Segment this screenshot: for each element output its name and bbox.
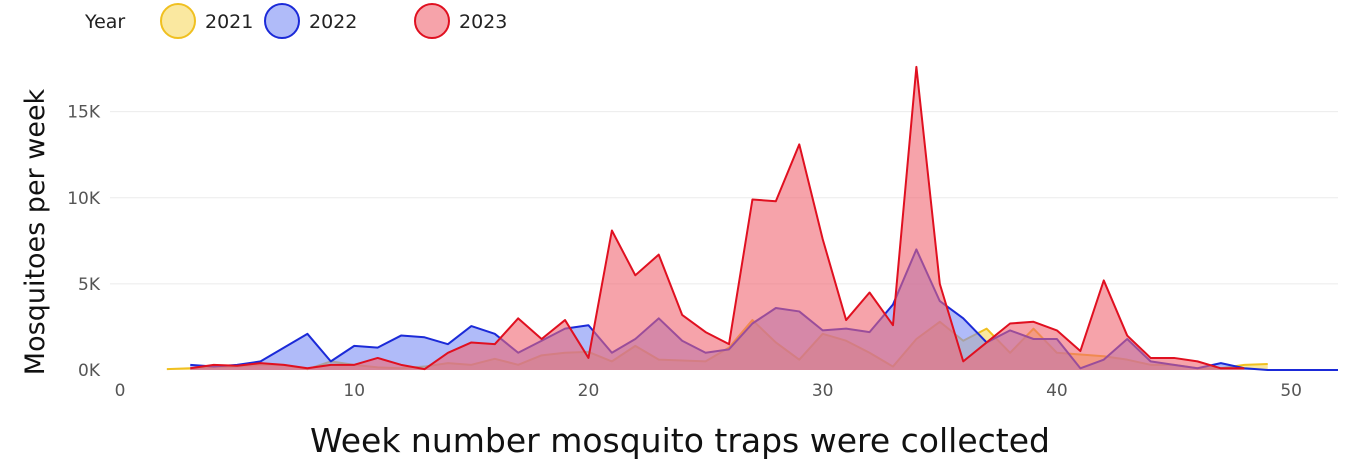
y-axis-ticks: 0K 5K 10K 15K — [67, 103, 101, 381]
legend-item-2023[interactable]: 2023 — [414, 3, 507, 39]
legend-swatch-2022 — [264, 3, 300, 39]
legend: Year 2021 2022 2023 — [84, 3, 507, 39]
y-axis-title: Mosquitoes per week — [20, 88, 51, 375]
legend-item-2021[interactable]: 2021 — [160, 3, 253, 39]
series-area-2023 — [190, 66, 1245, 370]
legend-label-2022: 2022 — [309, 11, 357, 33]
legend-label-2023: 2023 — [459, 11, 507, 33]
x-tick-label: 30 — [812, 381, 834, 401]
y-tick-label: 5K — [78, 275, 101, 295]
x-tick-label: 40 — [1046, 381, 1068, 401]
legend-swatch-2021 — [160, 3, 196, 39]
x-tick-label: 20 — [578, 381, 600, 401]
x-tick-label: 50 — [1280, 381, 1302, 401]
series-line-2023 — [190, 65, 1245, 371]
y-tick-label: 0K — [78, 361, 101, 381]
legend-swatch-2023 — [414, 3, 450, 39]
legend-entries: 2021 2022 2023 — [160, 3, 507, 39]
y-tick-label: 10K — [67, 189, 101, 209]
x-axis-title: Week number mosquito traps were collecte… — [310, 421, 1050, 460]
x-tick-label: 0 — [115, 381, 126, 401]
y-tick-label: 15K — [67, 103, 101, 123]
grid-lines — [110, 111, 1338, 285]
x-axis-ticks: 0 10 20 30 40 50 — [115, 381, 1302, 401]
x-tick-label: 10 — [343, 381, 365, 401]
legend-item-2022[interactable]: 2022 — [264, 3, 357, 39]
legend-title: Year — [84, 11, 125, 33]
legend-label-2021: 2021 — [205, 11, 253, 33]
series-layer — [166, 65, 1338, 371]
